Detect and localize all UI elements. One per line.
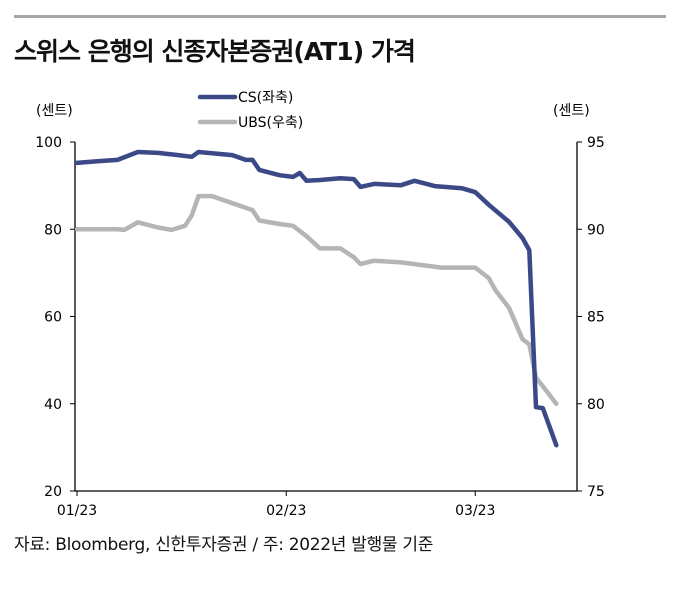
right-axis-unit: (센트) [553,103,590,119]
y2-tick-label: 90 [587,222,605,238]
source-note: 자료: Bloomberg, 신한투자증권 / 주: 2022년 발행물 기준 [14,535,434,555]
legend-label: UBS(우축) [238,115,303,131]
y2-tick-label: 95 [587,135,605,151]
series-line-ubs [74,193,559,407]
y2-tick-label: 75 [587,484,605,500]
chart-title: 스위스 은행의 신종자본증권(AT1) 가격 [14,37,416,66]
x-tick-label: 02/23 [266,503,306,519]
y-tick-label: 20 [44,484,62,500]
x-tick-label: 03/23 [455,503,495,519]
legend-label: CS(좌축) [238,90,293,106]
left-axis-unit: (센트) [36,103,73,119]
y-tick-label: 80 [44,222,62,238]
y2-tick-label: 80 [587,397,605,413]
y-tick-label: 40 [44,397,62,413]
top-divider [14,15,666,18]
y-tick-label: 100 [35,135,62,151]
x-tick-label: 01/23 [57,503,97,519]
y-tick-label: 60 [44,310,62,326]
y2-tick-label: 85 [587,310,605,326]
series-line-cs [74,149,559,448]
